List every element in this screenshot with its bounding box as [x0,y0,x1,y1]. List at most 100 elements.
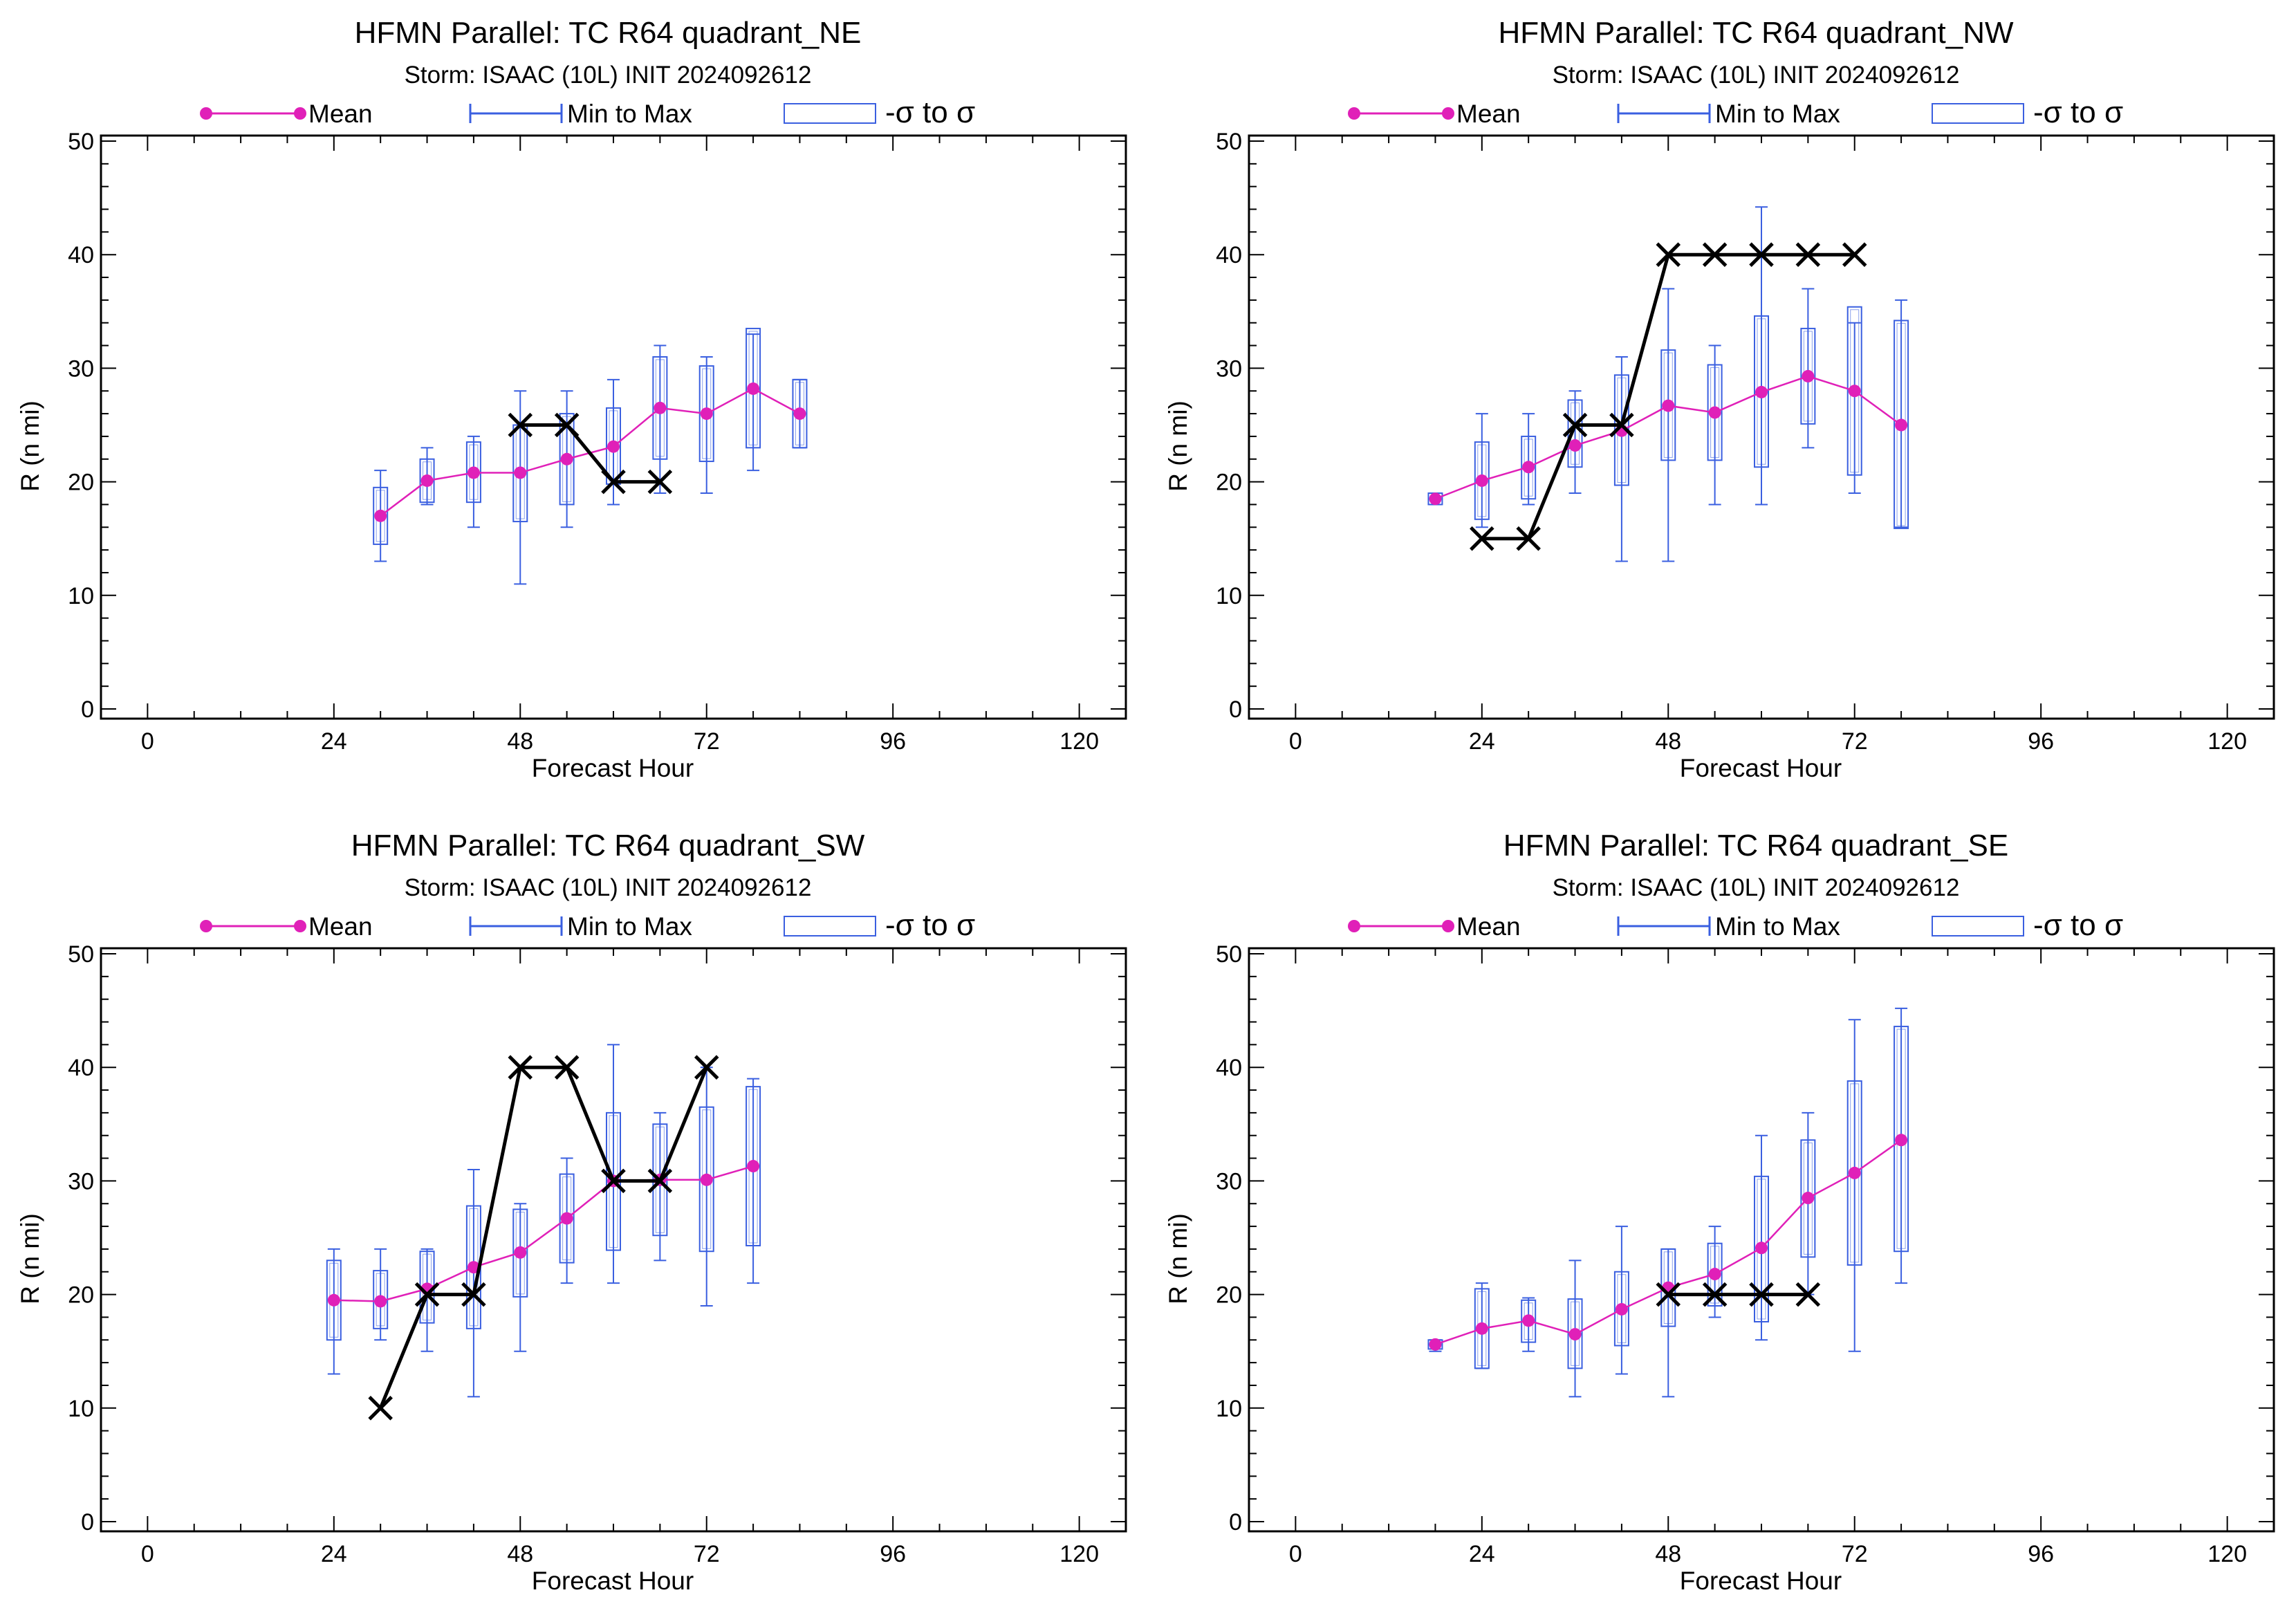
legend-mean-label: Mean [1456,912,1521,941]
legend-mean-marker-right [294,920,306,932]
sigma-box [1567,1298,1583,1369]
official-line [520,423,660,484]
sigma-box [1474,1288,1490,1369]
mean-point [700,407,713,421]
mean-line [333,1165,754,1302]
official-point-stroke [414,1282,440,1307]
x-tick-label: 72 [694,1541,720,1567]
mean-point [467,466,480,479]
legend-sigma-label: -σ to σ [2033,95,2123,129]
chart-subtitle: Storm: ISAAC (10L) INIT 2024092612 [1553,62,1960,89]
y-tick-label: 10 [68,583,94,609]
x-tick-label: 0 [141,728,154,755]
official-point-stroke [601,1168,626,1194]
mean-point [374,509,387,522]
x-axis-label: Forecast Hour [1680,1567,1842,1595]
official-point [601,469,626,495]
y-axis-label: R (n mi) [1164,400,1192,492]
y-tick-label: 30 [68,356,94,382]
y-tick-label: 40 [68,242,94,268]
mean-point [1662,399,1675,412]
mean-point [1755,1242,1768,1255]
sigma-box [1894,1026,1909,1253]
mean-point [747,1160,760,1173]
official-point [647,469,673,495]
sigma-box [373,486,389,545]
official-point [1656,242,1681,267]
y-tick-label: 20 [1216,470,1242,496]
sigma-box [1800,327,1816,425]
legend-minmax-label: Min to Max [1715,912,1840,941]
sigma-box [1521,435,1537,500]
official-point [601,1168,626,1194]
official-point [1842,242,1867,267]
official-point-stroke [1609,412,1634,438]
sigma-box [1474,441,1490,520]
official-point [1749,242,1774,267]
legend-minmax-label: Min to Max [1715,100,1840,128]
y-tick-label: 40 [1216,1055,1242,1081]
official-point-stroke [461,1282,486,1307]
mean-point [1475,1322,1488,1335]
legend-mean-marker-right [294,107,306,120]
official-point [368,1396,393,1421]
chart-title: HFMN Parallel: TC R64 quadrant_NE [355,16,862,50]
x-tick-label: 72 [694,728,720,755]
official-point-stroke [554,1055,580,1080]
mean-point [1895,1134,1908,1147]
x-tick-label: 96 [2028,728,2054,755]
y-tick-label: 40 [68,1055,94,1081]
official-point [1702,1282,1728,1307]
official-point-stroke [1842,242,1867,267]
mean-point [1522,1314,1535,1327]
x-tick-label: 24 [1469,1541,1495,1567]
official-point-stroke [508,1055,533,1080]
official-point [647,1168,673,1194]
x-tick-label: 120 [1059,728,1099,755]
sigma-box [1846,1080,1862,1266]
mean-point [1615,1302,1628,1316]
y-axis-label: R (n mi) [1164,1213,1192,1304]
sigma-box [1846,306,1862,476]
sigma-box [1754,1175,1769,1323]
legend-sigma-label: -σ to σ [2033,908,2123,942]
panel-se: HFMN Parallel: TC R64 quadrant_SE Storm:… [1164,829,2123,1595]
y-axis-label: R (n mi) [16,1213,44,1304]
legend-sigma-box [1932,916,2024,936]
official-point [1795,1282,1821,1307]
x-tick-label: 120 [2207,1541,2247,1567]
x-tick-label: 96 [880,1541,906,1567]
official-point-stroke [554,412,580,438]
x-tick-label: 72 [1842,728,1868,755]
mean-point [1708,1268,1721,1281]
official-point [508,412,533,438]
sigma-box [1894,320,1909,529]
official-point-stroke [368,1396,393,1421]
x-tick-label: 120 [1059,1541,1099,1567]
panel-sw: HFMN Parallel: TC R64 quadrant_SW Storm:… [16,829,975,1595]
mean-point [1895,418,1908,432]
mean-point [560,1212,573,1225]
y-tick-label: 50 [1216,129,1242,155]
official-point [554,1055,580,1080]
legend-minmax-label: Min to Max [567,100,692,128]
y-tick-label: 20 [68,1282,94,1309]
y-tick-label: 50 [68,129,94,155]
legend: Mean Min to Max -σ to σ [1348,95,2123,129]
official-point-stroke [1702,242,1728,267]
x-tick-label: 96 [880,728,906,755]
y-tick-label: 0 [1229,1509,1242,1535]
official-point [508,1055,533,1080]
legend: Mean Min to Max -σ to σ [1348,908,2123,942]
mean-point [793,407,806,421]
sigma-box [559,413,575,506]
legend-sigma-label: -σ to σ [885,95,975,129]
sigma-box [1613,1271,1629,1347]
mean-point [327,1293,340,1307]
official-point-stroke [694,1055,719,1080]
y-tick-label: 10 [1216,1396,1242,1422]
official-point [1562,412,1588,438]
legend: Mean Min to Max -σ to σ [200,95,975,129]
plot-area-1: 0 24 48 72 96 120 0 10 20 30 40 50 [1216,129,2275,755]
